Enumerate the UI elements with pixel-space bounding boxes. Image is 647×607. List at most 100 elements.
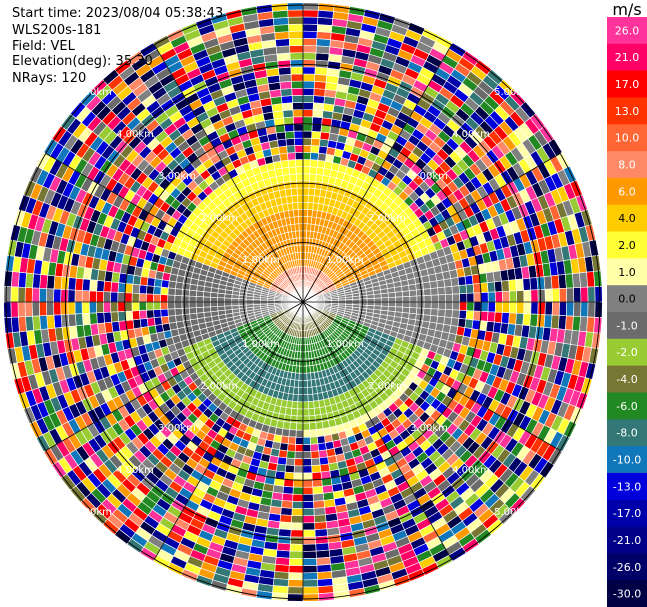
velocity-cell <box>450 277 460 287</box>
velocity-cell <box>167 301 176 310</box>
velocity-cell <box>387 291 396 298</box>
velocity-cell <box>437 308 446 318</box>
velocity-cell <box>286 593 304 602</box>
velocity-cell <box>314 414 323 423</box>
velocity-cell <box>302 30 318 39</box>
velocity-cell <box>17 301 26 318</box>
velocity-cell <box>313 88 326 97</box>
velocity-cell <box>302 372 308 381</box>
velocity-cell <box>310 152 319 161</box>
velocity-cell <box>146 285 155 295</box>
velocity-cell <box>302 358 307 367</box>
velocity-cell <box>74 301 83 315</box>
velocity-cell <box>53 314 63 329</box>
velocity-cell <box>308 415 317 424</box>
velocity-cell <box>317 592 335 602</box>
velocity-cell <box>283 181 292 190</box>
velocity-cell <box>279 80 293 90</box>
velocity-cell <box>313 95 325 104</box>
velocity-cell <box>103 301 112 313</box>
velocity-cell <box>174 307 183 316</box>
velocity-cell <box>302 465 313 474</box>
velocity-cell <box>277 59 292 69</box>
velocity-cell <box>67 277 77 291</box>
velocity-cell <box>402 296 411 303</box>
velocity-cell <box>310 443 319 452</box>
velocity-cell <box>302 365 308 374</box>
velocity-cell <box>288 429 297 438</box>
velocity-cell <box>302 194 309 203</box>
velocity-cell <box>160 286 169 296</box>
velocity-cell <box>302 102 314 111</box>
velocity-cell <box>587 301 596 318</box>
velocity-cell <box>501 280 510 292</box>
velocity-cell <box>231 297 240 303</box>
velocity-cell <box>309 159 319 168</box>
velocity-cell <box>302 180 310 189</box>
velocity-cell <box>473 292 482 303</box>
velocity-cell <box>451 309 460 319</box>
velocity-cell <box>117 291 126 303</box>
velocity-cell <box>288 557 304 567</box>
velocity-cell <box>290 522 304 531</box>
velocity-cell <box>487 291 496 303</box>
velocity-cell <box>558 287 568 303</box>
velocity-cell <box>436 279 446 289</box>
velocity-cell <box>302 557 318 567</box>
velocity-cell <box>466 301 475 312</box>
velocity-cell <box>593 316 603 334</box>
velocity-cell <box>473 301 482 312</box>
velocity-cell <box>287 443 296 452</box>
velocity-cell <box>103 311 112 324</box>
velocity-cell <box>537 288 546 303</box>
velocity-cell <box>209 301 218 308</box>
velocity-cell <box>309 429 318 438</box>
velocity-cell <box>276 542 291 552</box>
velocity-cell <box>318 145 328 155</box>
velocity-cell <box>302 408 310 417</box>
velocity-cell <box>295 422 304 431</box>
velocity-cell <box>60 288 69 303</box>
velocity-cell <box>288 565 304 574</box>
velocity-cell <box>224 301 233 307</box>
velocity-cell <box>195 306 205 314</box>
velocity-cell <box>284 123 295 133</box>
velocity-cell <box>31 287 40 303</box>
velocity-cell <box>289 422 298 431</box>
velocity-cell <box>284 188 293 197</box>
velocity-cell <box>430 287 439 296</box>
velocity-cell <box>287 579 304 588</box>
velocity-cell <box>302 94 315 104</box>
velocity-cell <box>530 289 539 303</box>
velocity-cell <box>295 230 300 239</box>
velocity-cell <box>291 194 299 204</box>
velocity-cell <box>188 307 198 315</box>
velocity-cell <box>110 301 119 313</box>
velocity-cell <box>282 485 294 495</box>
velocity-cell <box>311 123 322 133</box>
velocity-cell <box>302 216 308 225</box>
velocity-cell <box>302 45 317 54</box>
velocity-cell <box>373 297 382 303</box>
velocity-cell <box>450 317 460 327</box>
velocity-cell <box>314 535 329 545</box>
velocity-cell <box>302 515 315 524</box>
velocity-cell <box>529 277 539 291</box>
velocity-cell <box>416 288 425 297</box>
velocity-cell <box>217 305 226 312</box>
velocity-cell <box>292 486 304 495</box>
velocity-cell <box>312 102 325 111</box>
velocity-cell <box>315 421 324 430</box>
velocity-cell <box>145 293 154 303</box>
velocity-cell <box>580 301 589 318</box>
velocity-cell <box>174 288 183 297</box>
velocity-cell <box>74 313 84 327</box>
velocity-cell <box>181 307 190 316</box>
velocity-cell <box>160 301 169 310</box>
velocity-cell <box>217 297 226 303</box>
velocity-cell <box>96 280 105 292</box>
velocity-cell <box>308 173 317 182</box>
velocity-cell <box>394 291 404 298</box>
velocity-cell <box>282 109 294 119</box>
velocity-cell <box>416 307 425 316</box>
